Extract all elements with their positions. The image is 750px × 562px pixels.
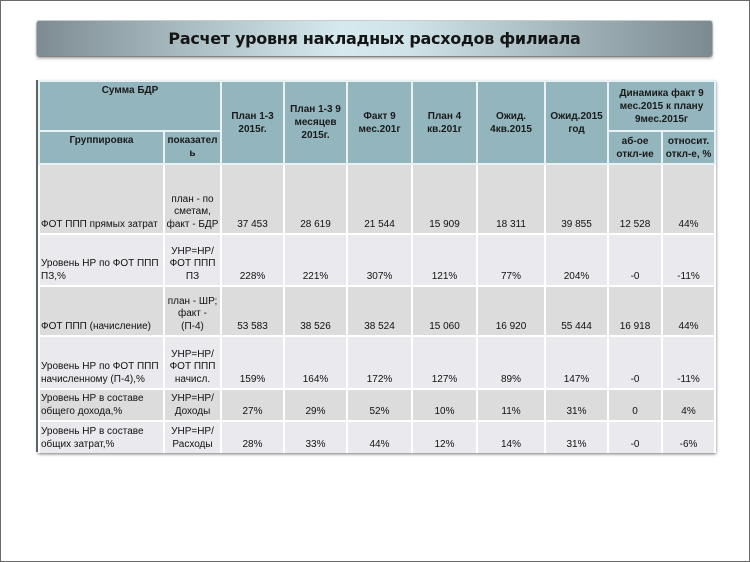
cell-value: 11% <box>476 388 547 421</box>
overhead-table-container: Сумма БДР План 1-3 2015г. План 1-3 9 мес… <box>36 80 717 453</box>
cell-value: 28 619 <box>283 163 349 234</box>
table-row: Уровень НР в составе общих затрат,% УНР=… <box>38 420 717 453</box>
cell-value: 127% <box>411 335 479 389</box>
header-col-indicator: показател ь <box>162 130 223 165</box>
cell-value: 15 060 <box>411 285 479 336</box>
cell-value: 15 909 <box>411 163 479 234</box>
cell-value: 55 444 <box>544 285 610 336</box>
table-row: Уровень НР в составе общего дохода,% УНР… <box>38 388 717 421</box>
cell-value: 44% <box>661 163 717 234</box>
cell-value: 31% <box>544 388 610 421</box>
row-indicator: УНР=НР/Доходы <box>162 388 223 421</box>
cell-value: 28% <box>220 420 286 453</box>
cell-value: 21 544 <box>346 163 414 234</box>
cell-value: 33% <box>283 420 349 453</box>
row-group: Уровень НР по ФОТ ППП ПЗ,% <box>38 233 165 286</box>
row-indicator: УНР=НР/ФОТ ППП начисл. <box>162 335 223 389</box>
cell-value: 31% <box>544 420 610 453</box>
cell-value: 52% <box>346 388 414 421</box>
cell-value: 37 453 <box>220 163 286 234</box>
overhead-table: Сумма БДР План 1-3 2015г. План 1-3 9 мес… <box>37 80 717 453</box>
cell-value: 121% <box>411 233 479 286</box>
row-indicator: УНР=НР/ФОТ ППП ПЗ <box>162 233 223 286</box>
cell-value: 204% <box>544 233 610 286</box>
cell-value: 27% <box>220 388 286 421</box>
row-indicator: план - ШР; факт - (П-4) <box>162 285 223 336</box>
table-row: ФОТ ППП прямых затрат план - по сметам, … <box>38 163 717 234</box>
title-banner: Расчет уровня накладных расходов филиала <box>37 21 712 56</box>
cell-value: 221% <box>283 233 349 286</box>
cell-value: 89% <box>476 335 547 389</box>
cell-value: 16 918 <box>607 285 664 336</box>
header-dynamics: Динамика факт 9 мес.2015 к плану 9мес.20… <box>607 80 717 132</box>
cell-value: 14% <box>476 420 547 453</box>
cell-value: 164% <box>283 335 349 389</box>
header-col-plan-q1: План 1-3 2015г. <box>220 80 286 165</box>
cell-value: 12 528 <box>607 163 664 234</box>
cell-value: 53 583 <box>220 285 286 336</box>
cell-value: 44% <box>346 420 414 453</box>
cell-value: 12% <box>411 420 479 453</box>
table-row: ФОТ ППП (начисление) план - ШР; факт - (… <box>38 285 717 336</box>
cell-value: 38 526 <box>283 285 349 336</box>
cell-value: 18 311 <box>476 163 547 234</box>
header-col-expected-year: Ожид.2015 год <box>544 80 610 165</box>
cell-value: 10% <box>411 388 479 421</box>
cell-value: -0 <box>607 335 664 389</box>
table-row: Уровень НР по ФОТ ППП ПЗ,% УНР=НР/ФОТ ПП… <box>38 233 717 286</box>
row-indicator: УНР=НР/Расходы <box>162 420 223 453</box>
cell-value: 29% <box>283 388 349 421</box>
cell-value: 44% <box>661 285 717 336</box>
cell-value: -0 <box>607 420 664 453</box>
cell-value: 16 920 <box>476 285 547 336</box>
row-group: Уровень НР в составе общих затрат,% <box>38 420 165 453</box>
cell-value: -6% <box>661 420 717 453</box>
header-col-rel-deviation: относит. откл-е, % <box>661 130 717 165</box>
cell-value: -11% <box>661 233 717 286</box>
row-group: Уровень НР в составе общего дохода,% <box>38 388 165 421</box>
cell-value: 172% <box>346 335 414 389</box>
cell-value: 77% <box>476 233 547 286</box>
cell-value: 159% <box>220 335 286 389</box>
header-col-plan-9m: План 1-3 9 месяцев 2015г. <box>283 80 349 165</box>
header-col-fact-9m: Факт 9 мес.201г <box>346 80 414 165</box>
header-col-group: Группировка <box>38 130 165 165</box>
header-col-expected-q4: Ожид. 4кв.2015 <box>476 80 547 165</box>
cell-value: 228% <box>220 233 286 286</box>
table-row: Уровень НР по ФОТ ППП начисленному (П-4)… <box>38 335 717 389</box>
row-indicator: план - по сметам, факт - БДР <box>162 163 223 234</box>
cell-value: -0 <box>607 233 664 286</box>
page-title: Расчет уровня накладных расходов филиала <box>168 29 581 48</box>
cell-value: 38 524 <box>346 285 414 336</box>
header-group-title: Сумма БДР <box>37 80 223 132</box>
cell-value: 0 <box>607 388 664 421</box>
header-col-plan-q4: План 4 кв.201г <box>411 80 479 165</box>
cell-value: 4% <box>661 388 717 421</box>
row-group: ФОТ ППП прямых затрат <box>38 163 165 234</box>
cell-value: -11% <box>661 335 717 389</box>
cell-value: 147% <box>544 335 610 389</box>
cell-value: 39 855 <box>544 163 610 234</box>
cell-value: 307% <box>346 233 414 286</box>
row-group: ФОТ ППП (начисление) <box>38 285 165 336</box>
row-group: Уровень НР по ФОТ ППП начисленному (П-4)… <box>38 335 165 389</box>
header-col-abs-deviation: аб-ое откл-ие <box>607 130 664 165</box>
